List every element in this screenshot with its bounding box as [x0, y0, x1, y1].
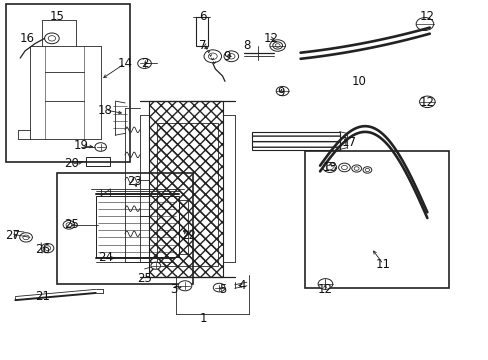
- Text: 12: 12: [317, 283, 332, 296]
- Text: 18: 18: [98, 104, 113, 117]
- Circle shape: [48, 36, 56, 41]
- Circle shape: [362, 167, 371, 173]
- Circle shape: [419, 96, 434, 108]
- Circle shape: [272, 42, 282, 49]
- Circle shape: [224, 51, 238, 62]
- Text: 9: 9: [223, 50, 231, 63]
- Circle shape: [41, 243, 54, 253]
- Bar: [96, 196, 178, 257]
- Text: 17: 17: [341, 136, 356, 149]
- Text: 19: 19: [74, 139, 88, 152]
- Text: 14: 14: [117, 57, 132, 70]
- Text: 15: 15: [49, 10, 64, 23]
- Text: 2: 2: [141, 57, 148, 70]
- Circle shape: [23, 235, 29, 240]
- Text: 1: 1: [199, 311, 206, 325]
- Circle shape: [323, 162, 336, 172]
- Text: 3: 3: [170, 283, 177, 296]
- Circle shape: [151, 262, 160, 269]
- Text: 9: 9: [277, 86, 284, 99]
- Text: 12: 12: [264, 32, 278, 45]
- Bar: [5, 4, 130, 162]
- Circle shape: [203, 50, 221, 63]
- Circle shape: [269, 40, 285, 51]
- Circle shape: [208, 53, 217, 59]
- Circle shape: [415, 18, 433, 31]
- Circle shape: [227, 54, 235, 59]
- Circle shape: [338, 163, 349, 172]
- Text: 11: 11: [375, 258, 390, 271]
- Circle shape: [44, 33, 59, 44]
- Bar: [149, 101, 222, 277]
- Circle shape: [353, 167, 358, 170]
- Bar: [195, 17, 207, 45]
- Bar: [178, 200, 188, 253]
- Text: 21: 21: [35, 290, 50, 303]
- Text: 22: 22: [181, 229, 196, 242]
- Text: 25: 25: [64, 218, 79, 231]
- Circle shape: [276, 86, 288, 96]
- Bar: [305, 151, 448, 288]
- Circle shape: [318, 279, 332, 289]
- Circle shape: [275, 44, 280, 47]
- Text: 8: 8: [243, 39, 250, 52]
- Text: 26: 26: [35, 243, 50, 256]
- Circle shape: [213, 283, 224, 292]
- Text: 4: 4: [238, 279, 245, 292]
- Text: 5: 5: [219, 283, 226, 296]
- Text: 13: 13: [322, 161, 337, 174]
- Circle shape: [326, 165, 332, 170]
- Bar: [251, 132, 339, 149]
- Text: 23: 23: [127, 175, 142, 188]
- Text: 12: 12: [419, 10, 434, 23]
- Circle shape: [351, 165, 361, 172]
- Circle shape: [341, 165, 346, 170]
- Circle shape: [95, 143, 106, 151]
- Text: 7: 7: [199, 39, 206, 52]
- Circle shape: [365, 168, 369, 172]
- Text: 24: 24: [98, 251, 113, 264]
- Text: 25: 25: [137, 272, 152, 285]
- Text: 20: 20: [64, 157, 79, 170]
- Circle shape: [44, 246, 51, 251]
- Text: 27: 27: [5, 229, 20, 242]
- Circle shape: [178, 281, 191, 291]
- Circle shape: [63, 221, 75, 229]
- Bar: [86, 157, 110, 166]
- Circle shape: [20, 233, 32, 242]
- Text: 10: 10: [351, 75, 366, 88]
- Bar: [57, 173, 193, 284]
- Text: 16: 16: [20, 32, 35, 45]
- Circle shape: [66, 223, 72, 227]
- Circle shape: [138, 58, 151, 68]
- Text: 12: 12: [419, 96, 434, 109]
- Text: 6: 6: [199, 10, 206, 23]
- Bar: [157, 123, 217, 266]
